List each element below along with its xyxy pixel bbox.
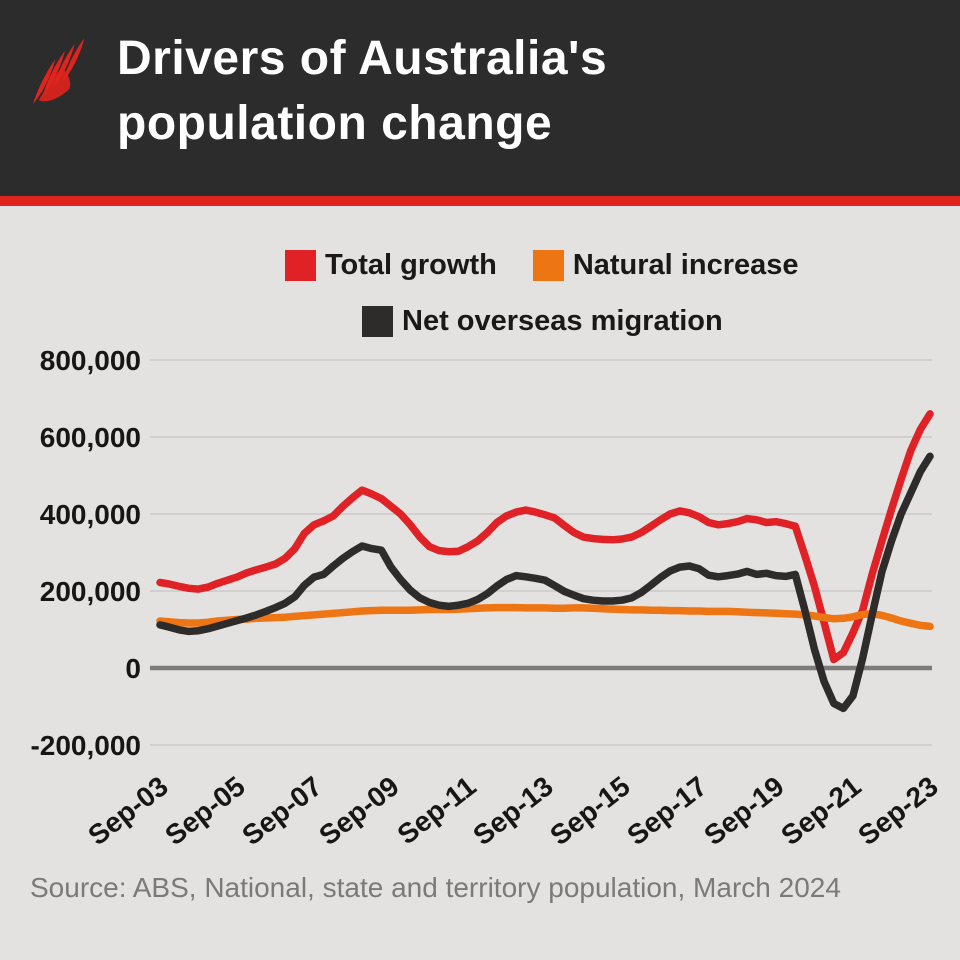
- legend-row-1: Total growth Natural increase: [285, 249, 835, 282]
- x-axis-tick: Sep-11: [391, 770, 481, 850]
- legend-item-total-growth: Total growth: [285, 249, 497, 282]
- x-axis-tick: Sep-19: [698, 770, 789, 851]
- net-overseas-migration-swatch: [362, 306, 393, 337]
- source-note: Source: ABS, National, state and territo…: [30, 872, 841, 903]
- y-axis-tick: 400,000: [40, 499, 141, 530]
- page-title-line2: population change: [117, 97, 553, 150]
- legend-label: Total growth: [325, 249, 497, 281]
- x-axis-tick: Sep-23: [852, 770, 943, 851]
- x-axis-tick: Sep-07: [236, 770, 327, 851]
- y-axis-tick: 0: [125, 653, 141, 684]
- sbs-logo-icon: [33, 38, 85, 104]
- legend-label: Natural increase: [572, 249, 799, 281]
- page-title-line1: Drivers of Australia's: [117, 32, 608, 85]
- series-line-total-growth: [156, 410, 934, 664]
- legend-row-2: Net overseas migration: [362, 305, 759, 338]
- series-line-natural-increase: [156, 603, 934, 631]
- x-axis-tick: Sep-09: [313, 770, 404, 851]
- legend-item-net-overseas-migration: Net overseas migration: [362, 305, 723, 338]
- accent-stripe: [0, 196, 960, 206]
- y-axis-tick: 600,000: [40, 422, 141, 453]
- natural-increase-swatch: [532, 250, 564, 281]
- legend-item-natural-increase: Natural increase: [532, 249, 799, 282]
- x-axis-tick: Sep-13: [467, 770, 558, 851]
- y-axis-tick: 800,000: [40, 345, 141, 376]
- x-axis-tick: Sep-21: [775, 770, 866, 851]
- total-growth-swatch: [285, 250, 316, 281]
- header-banner: Drivers of Australia's population change: [0, 0, 960, 196]
- x-axis-tick: Sep-17: [621, 770, 712, 851]
- x-axis-tick: Sep-15: [544, 770, 635, 851]
- x-axis-tick: Sep-05: [159, 770, 250, 851]
- legend-label: Net overseas migration: [402, 305, 723, 337]
- page-title: Drivers of Australia's population change: [117, 26, 607, 156]
- series-line-net-overseas-migration: [156, 452, 934, 713]
- y-axis-tick: -200,000: [30, 730, 141, 761]
- x-axis-tick: Sep-03: [82, 770, 173, 851]
- y-axis-tick: 200,000: [40, 576, 141, 607]
